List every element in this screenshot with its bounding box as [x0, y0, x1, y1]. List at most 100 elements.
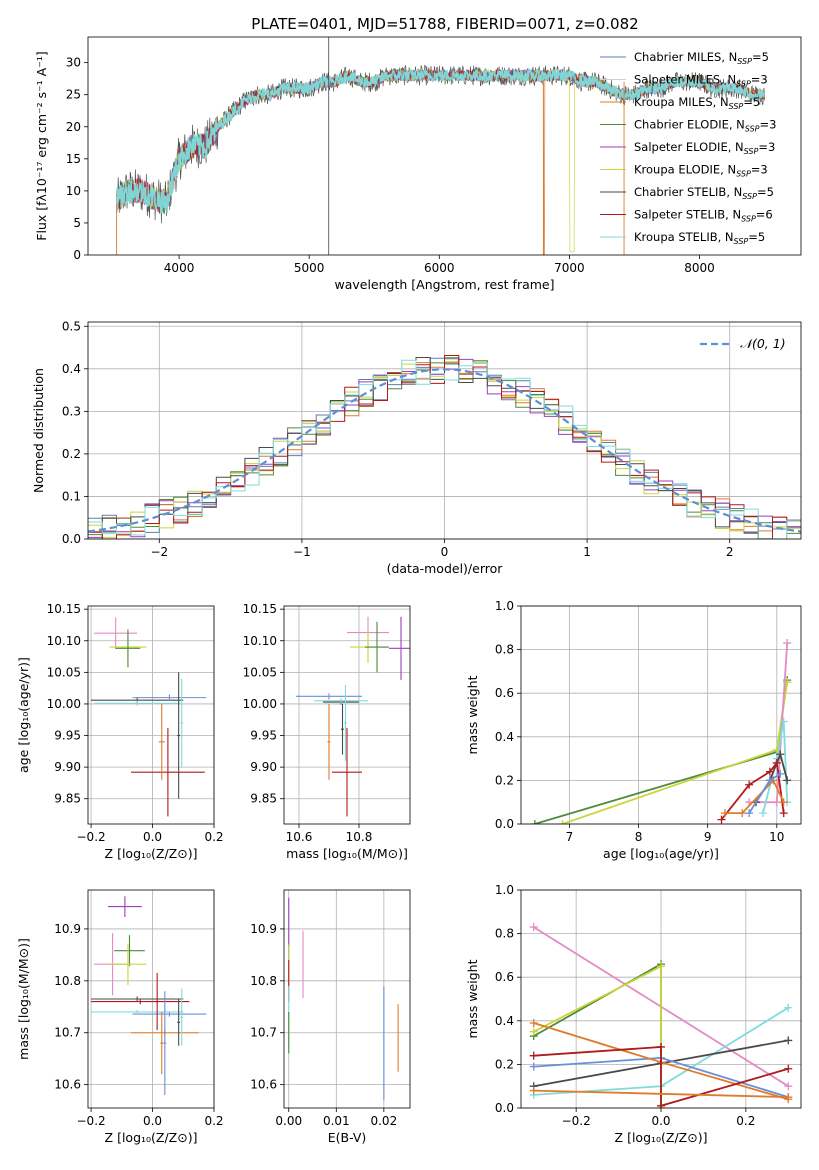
y-tick-label: 10.15 — [243, 602, 277, 616]
y-axis-label: Flux [fλ10⁻¹⁷ erg cm⁻² s⁻¹ A⁻¹] — [34, 51, 49, 240]
weight-marker — [784, 1036, 793, 1045]
x-tick-label: −1 — [293, 545, 311, 559]
y-tick-label: 0 — [73, 248, 81, 262]
weight-marker — [765, 776, 774, 785]
x-tick-label: 0.0 — [143, 1114, 162, 1128]
y-tick-label: 10.00 — [243, 697, 277, 711]
errorbars — [91, 617, 207, 817]
x-tick-label: 0.2 — [736, 1114, 755, 1128]
weight-marker — [657, 1042, 665, 1051]
y-tick-label: 0.0 — [62, 532, 81, 546]
y-axis-label: age [log₁₀(age/yr)] — [16, 657, 31, 773]
weight-marker — [779, 809, 788, 818]
legend-label: Chabrier STELIB, NSSP=5 — [634, 185, 774, 201]
spectrum-traces — [115, 37, 766, 255]
y-tick-label: 25 — [66, 88, 81, 102]
x-tick-label: 5000 — [294, 261, 325, 275]
weight-marker — [529, 1027, 538, 1036]
y-tick-label: 0.3 — [62, 404, 81, 418]
weight-marker — [784, 1082, 793, 1091]
y-tick-label: 10.10 — [47, 634, 81, 648]
x-axis-label: Z [log₁₀(Z/Z⊙)] — [615, 1130, 708, 1145]
weight-marker — [784, 1003, 793, 1012]
y-tick-label: 0.0 — [495, 1101, 514, 1115]
mass-vs-z-panel: −0.2 0.0 0.2 10.6 10.7 10.8 10.9 Z [log₁₀(Z/Z⊙)… — [16, 889, 224, 1145]
weight-marker — [529, 1051, 538, 1060]
weight-marker — [784, 1093, 793, 1102]
weight-marker — [529, 1018, 538, 1027]
x-tick-label: −2 — [150, 545, 168, 559]
weight-marker — [779, 717, 788, 726]
y-tick-label: 0.2 — [62, 447, 81, 461]
histogram-steps — [88, 355, 801, 539]
histogram-series — [88, 359, 801, 539]
x-tick-label: 7 — [566, 830, 574, 844]
weight-line — [762, 721, 789, 814]
weight-marker — [779, 798, 788, 807]
x-tick-label: −0.2 — [562, 1114, 591, 1128]
errorbars — [288, 897, 399, 1101]
axes-frame — [87, 321, 802, 540]
y-tick-label: 15 — [66, 152, 81, 166]
weight-marker — [772, 758, 781, 767]
weight-line — [533, 962, 662, 1108]
x-axis-label: Z [log₁₀(Z/Z⊙)] — [105, 1130, 198, 1145]
x-tick-label: 9 — [704, 830, 712, 844]
legend-label: Kroupa STELIB, NSSP=5 — [634, 230, 765, 246]
x-tick-label: 0.00 — [275, 1114, 302, 1128]
weight-marker — [529, 923, 538, 932]
y-axis-label: mass weight — [465, 675, 480, 754]
legend-label: Kroupa ELODIE, NSSP=3 — [634, 163, 768, 179]
y-tick-label: 10.15 — [47, 602, 81, 616]
y-tick-label: 10.9 — [54, 922, 81, 936]
y-tick-label: 9.90 — [250, 760, 277, 774]
spectrum-panel: 4000 5000 6000 7000 8000 0 5 10 15 20 25 30 waveleng… — [34, 36, 802, 292]
legend-label: 𝒩(0, 1) — [740, 336, 786, 351]
x-tick-label: 0.02 — [370, 1114, 397, 1128]
axes-frame — [87, 889, 215, 1109]
weight-line — [533, 1089, 789, 1098]
spectrum-legend: Chabrier MILES, NSSP=5 Salpeter MILES, NS… — [600, 50, 776, 246]
figure-title: PLATE=0401, MJD=51788, FIBERID=0071, z=0… — [251, 15, 638, 33]
weight-marker — [776, 750, 785, 759]
weight-marker — [529, 1086, 538, 1095]
y-axis-label: mass [log₁₀(M/M⊙)] — [16, 938, 31, 1060]
y-tick-label: 0.2 — [495, 773, 514, 787]
y-tick-label: 1.0 — [495, 599, 514, 613]
x-axis-label: Z [log₁₀(Z/Z⊙)] — [105, 846, 198, 861]
x-tick-label: −0.2 — [77, 830, 106, 844]
y-tick-label: 5 — [73, 216, 81, 230]
weight-marker — [657, 1101, 665, 1108]
weight-line — [533, 1046, 789, 1107]
y-tick-label: 9.95 — [250, 729, 277, 743]
x-tick-label: 10.8 — [346, 830, 373, 844]
axes-frame — [87, 36, 802, 256]
weight-line — [725, 778, 785, 814]
legend-label: Salpeter ELODIE, NSSP=3 — [634, 140, 775, 156]
axes-frame — [520, 605, 802, 825]
weight-marker — [529, 1062, 538, 1071]
normal-curve — [88, 368, 801, 533]
x-tick-label: 0.0 — [143, 830, 162, 844]
y-tick-label: 20 — [66, 120, 81, 134]
y-tick-label: 0.6 — [495, 970, 514, 984]
y-tick-label: 10.6 — [54, 1078, 81, 1092]
y-tick-label: 10.10 — [243, 634, 277, 648]
y-tick-label: 0.5 — [62, 319, 81, 333]
y-tick-label: 10.00 — [47, 697, 81, 711]
age-vs-mass-panel: 10.6 10.8 9.85 9.90 9.95 10.00 10.05 10.10 10.15… — [243, 602, 411, 861]
y-tick-label: 10.7 — [54, 1026, 81, 1040]
weight-marker — [657, 962, 665, 971]
axes-frame — [283, 889, 411, 1109]
y-tick-label: 10.05 — [47, 665, 81, 679]
y-tick-label: 10 — [66, 184, 81, 198]
y-tick-label: 9.90 — [54, 760, 81, 774]
y-tick-label: 9.95 — [54, 729, 81, 743]
weight-marker — [784, 1064, 793, 1073]
weight-marker — [530, 820, 539, 824]
axes-frame — [520, 889, 802, 1109]
y-tick-label: 10.9 — [250, 922, 277, 936]
x-tick-label: −0.2 — [77, 1114, 106, 1128]
weight-marker — [738, 809, 747, 818]
legend-label: Salpeter STELIB, NSSP=6 — [634, 208, 773, 224]
